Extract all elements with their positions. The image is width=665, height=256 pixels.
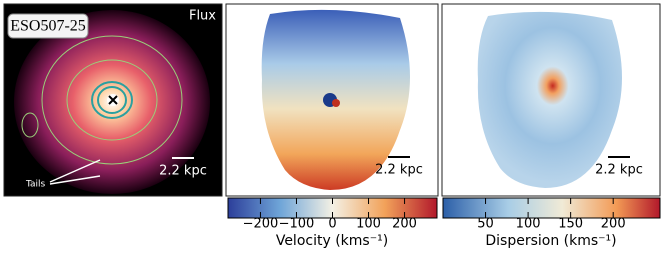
colorbar-tick-label: 200 [392,217,417,232]
annotation: Tails [25,180,46,190]
velocity-panel: 2.2 kpc [225,3,439,197]
flux-panel: ESO507-25 Flux 2.2 kpc Tails [3,3,223,197]
colorbar [442,197,661,219]
colorbar-tick-label: 100 [516,217,541,232]
colorbar-label: Velocity (kms⁻¹) [276,233,388,249]
scale-bar-label: 2.2 kpc [159,164,207,179]
colorbar-tick-label: −100 [279,217,315,232]
dispersion-panel: 2.2 kpc [441,3,661,197]
colorbar-label: Dispersion (kms⁻¹) [485,233,616,249]
colorbar-tick-label: 50 [477,217,494,232]
colorbar-tick-label: −200 [243,217,279,232]
colorbar-tick-label: 100 [356,217,381,232]
panel-title: Flux [189,9,216,24]
galaxy-label: ESO507-25 [10,18,86,35]
colorbar-tick-label: 0 [328,217,336,232]
scale-bar-label: 2.2 kpc [595,163,643,178]
colorbar-tick-label: 150 [558,217,583,232]
colorbar-tick-label: 200 [601,217,626,232]
scale-bar-label: 2.2 kpc [375,163,423,178]
